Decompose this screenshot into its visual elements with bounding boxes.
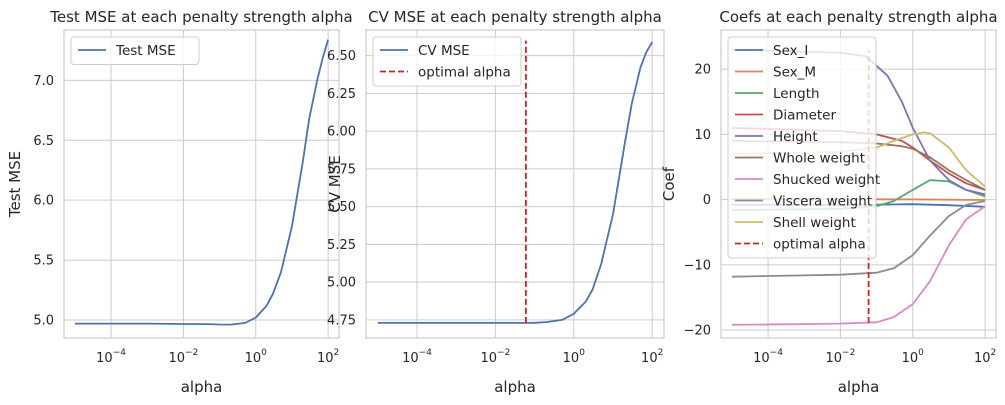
x-tick-label: 10−2 [825, 348, 855, 366]
y-tick-label: 6.5 [33, 134, 54, 149]
chart-panel-2: 10−4 10−2 100 102 4.75 5.00 5.25 5.50 5.75 6.00 6.… [326, 8, 665, 396]
y-tick-label: 6.00 [327, 125, 356, 140]
legend: Test MSE [70, 36, 200, 65]
x-tick-label: 10−2 [168, 348, 198, 366]
y-tick-label: 0 [703, 193, 711, 208]
y-tick-label: 5.0 [33, 314, 54, 329]
chart-panel-1: 10−4 10−2 100 102 5.0 5.5 6.0 6.5 7.0 Test MSE at… [6, 8, 353, 396]
legend-label: optimal alpha [418, 65, 511, 81]
y-tick-label: 7.0 [33, 74, 54, 89]
x-axis-label: alpha [181, 378, 223, 396]
legend-label: optimal alpha [773, 237, 866, 253]
x-tick-label: 100 [245, 348, 268, 366]
legend-label: CV MSE [418, 43, 470, 59]
y-axis-label: CV MSE [326, 155, 344, 212]
chart-panel-3: 10−4 10−2 100 102 −20 −10 0 10 20 Coefs at each p… [660, 8, 998, 396]
legend: CV MSE optimal alpha [372, 36, 522, 87]
y-tick-label: −20 [684, 324, 711, 339]
legend-label: Sex_M [773, 65, 816, 81]
x-axis-label: alpha [838, 378, 880, 396]
legend-label: Length [773, 86, 820, 102]
y-tick-label: 6.50 [327, 49, 356, 64]
legend-label: Whole weight [773, 151, 865, 167]
x-tick-label: 100 [902, 348, 925, 366]
y-axis-label: Test MSE [6, 151, 24, 218]
chart-title: Test MSE at each penalty strength alpha [49, 8, 352, 26]
legend: Sex_I Sex_M Length Diameter Height Whole weig… [727, 36, 880, 259]
x-tick-label: 10−4 [753, 348, 783, 366]
x-tick-label: 102 [974, 348, 996, 366]
x-tick-label: 10−2 [480, 348, 510, 366]
legend-label: Viscera weight [773, 194, 872, 210]
chart-title: CV MSE at each penalty strength alpha [368, 8, 662, 26]
legend-box [372, 36, 522, 87]
legend-box [727, 36, 877, 259]
y-tick-label: 6.25 [327, 87, 356, 102]
series-line-test-mse [74, 39, 329, 326]
y-tick-label: −10 [684, 258, 711, 273]
y-tick-label: 6.0 [33, 194, 54, 209]
y-tick-label: 5.5 [33, 254, 54, 269]
legend-label: Diameter [773, 108, 836, 124]
y-tick-label: 5.50 [327, 200, 356, 215]
series-line-cv-mse [377, 41, 653, 324]
legend-label: Shell weight [773, 215, 856, 231]
x-tick-label: 102 [641, 348, 663, 366]
y-tick-label: 4.75 [327, 313, 356, 328]
legend-label: Shucked weight [773, 172, 880, 188]
y-tick-label: 10 [694, 128, 711, 143]
series-line-shucked-weight [731, 205, 986, 326]
legend-label: Sex_I [773, 43, 808, 59]
x-tick-label: 10−4 [402, 348, 432, 366]
x-tick-label: 102 [317, 348, 339, 366]
legend-label: Height [773, 129, 818, 145]
y-tick-label: 5.75 [327, 162, 356, 177]
plot-frame [365, 29, 665, 339]
x-tick-label: 100 [563, 348, 586, 366]
x-axis-label: alpha [494, 378, 536, 396]
legend-label: Test MSE [115, 43, 176, 59]
plot-frame [720, 29, 997, 339]
plot-frame [63, 29, 340, 339]
y-tick-label: 5.00 [327, 276, 356, 291]
y-tick-label: 5.25 [327, 238, 356, 253]
legend-box [70, 36, 200, 65]
series-line-viscera-weight [731, 200, 986, 278]
chart-title: Coefs at each penalty strength alpha [719, 8, 997, 26]
y-axis-label: Coef [660, 166, 678, 201]
y-tick-label: 20 [694, 63, 711, 78]
x-tick-label: 10−4 [96, 348, 126, 366]
